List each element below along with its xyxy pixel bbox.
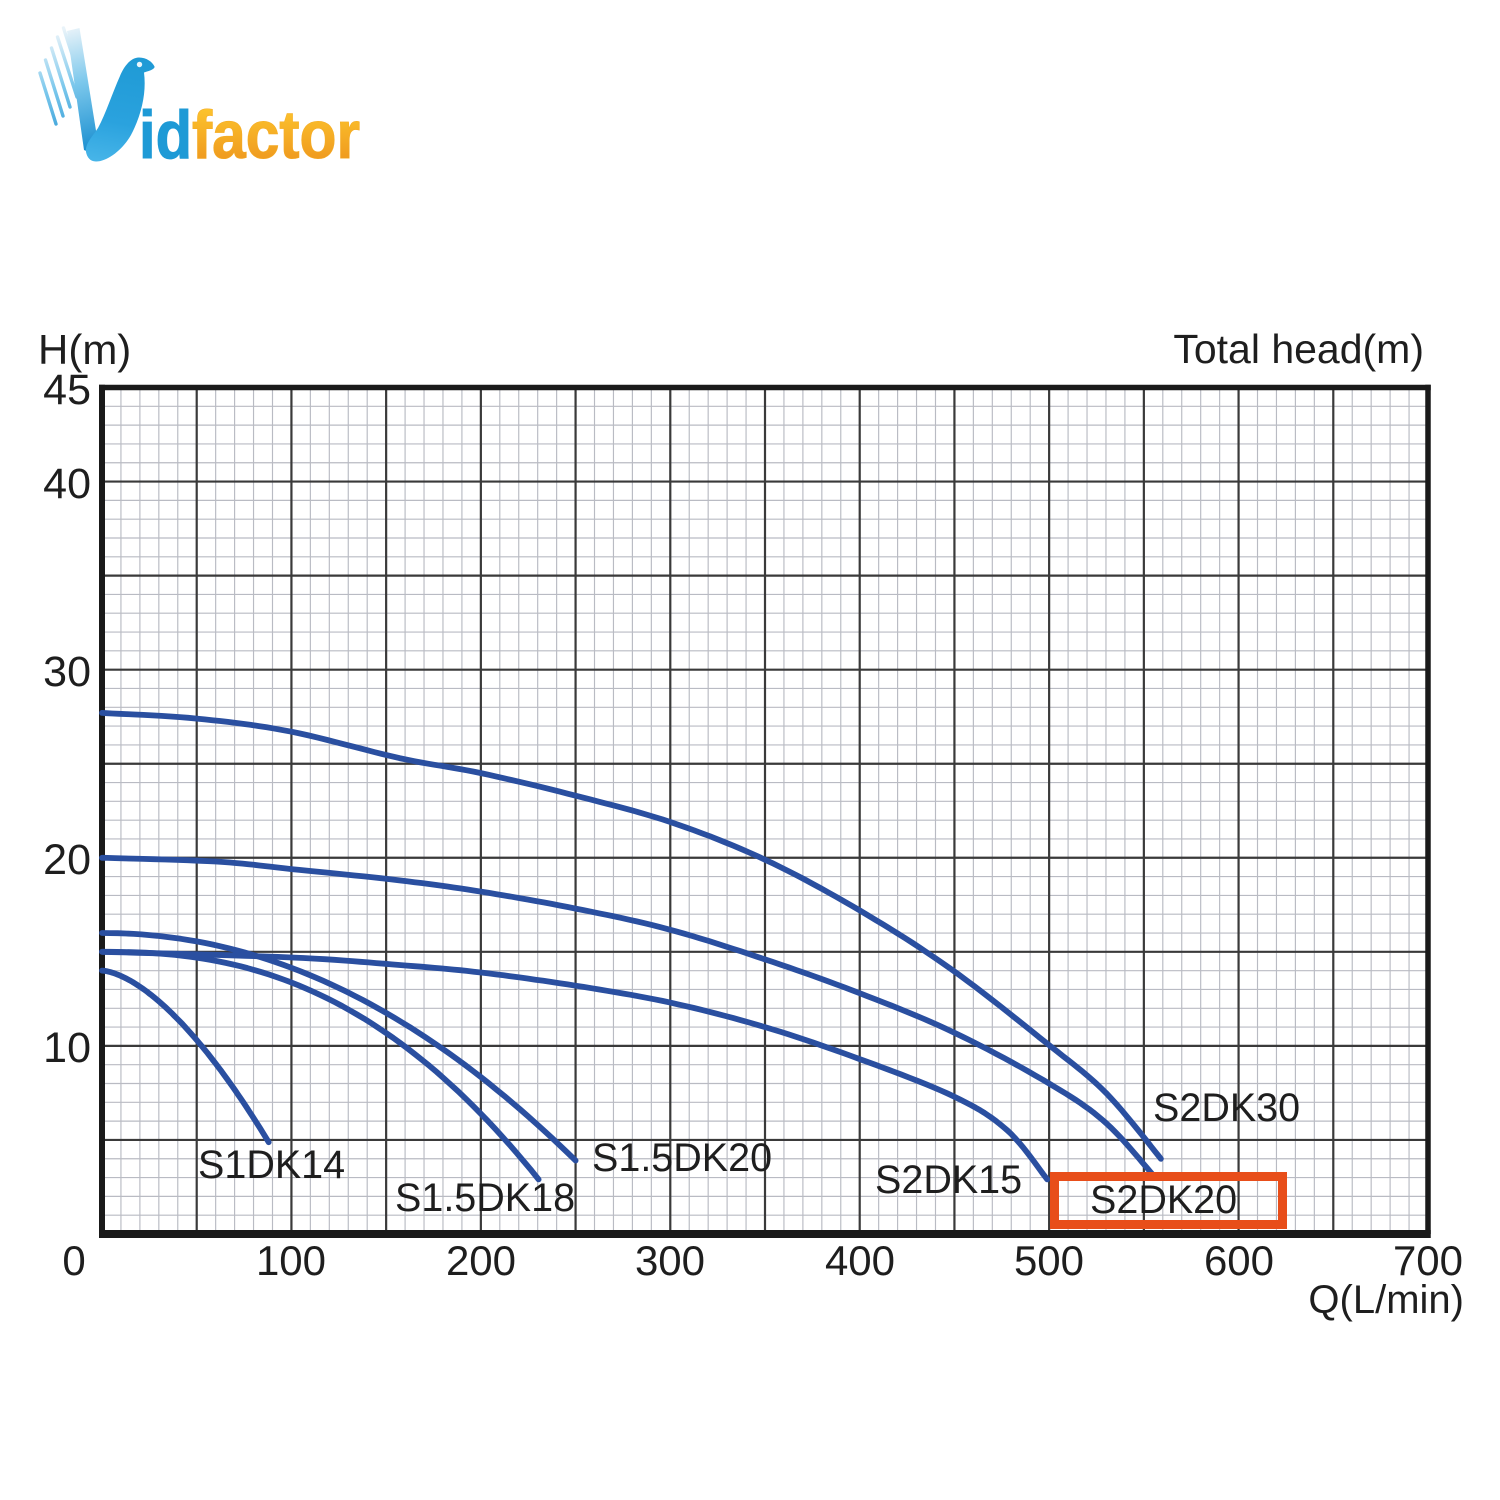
svg-text:300: 300 bbox=[635, 1237, 705, 1284]
svg-text:S1.5DK18: S1.5DK18 bbox=[395, 1176, 575, 1220]
svg-text:Q(L/min): Q(L/min) bbox=[1308, 1278, 1464, 1322]
svg-text:factor: factor bbox=[192, 97, 360, 173]
svg-text:0: 0 bbox=[62, 1237, 85, 1284]
svg-text:S2DK15: S2DK15 bbox=[875, 1158, 1022, 1202]
svg-text:10: 10 bbox=[43, 1024, 91, 1072]
svg-text:Total head(m): Total head(m) bbox=[1173, 326, 1424, 372]
svg-text:20: 20 bbox=[43, 836, 91, 884]
svg-text:id: id bbox=[139, 97, 192, 173]
svg-text:45: 45 bbox=[43, 366, 91, 414]
svg-text:S2DK20: S2DK20 bbox=[1090, 1178, 1237, 1222]
svg-text:700: 700 bbox=[1393, 1237, 1463, 1284]
svg-text:H(m): H(m) bbox=[38, 326, 131, 373]
svg-text:40: 40 bbox=[43, 460, 91, 508]
svg-text:100: 100 bbox=[256, 1237, 326, 1284]
svg-text:S2DK30: S2DK30 bbox=[1153, 1086, 1300, 1130]
svg-text:500: 500 bbox=[1014, 1237, 1084, 1284]
svg-text:S1.5DK20: S1.5DK20 bbox=[592, 1136, 772, 1180]
svg-text:400: 400 bbox=[825, 1237, 895, 1284]
svg-text:600: 600 bbox=[1204, 1237, 1274, 1284]
svg-text:200: 200 bbox=[446, 1237, 516, 1284]
svg-text:S1DK14: S1DK14 bbox=[198, 1143, 345, 1187]
svg-text:30: 30 bbox=[43, 648, 91, 696]
